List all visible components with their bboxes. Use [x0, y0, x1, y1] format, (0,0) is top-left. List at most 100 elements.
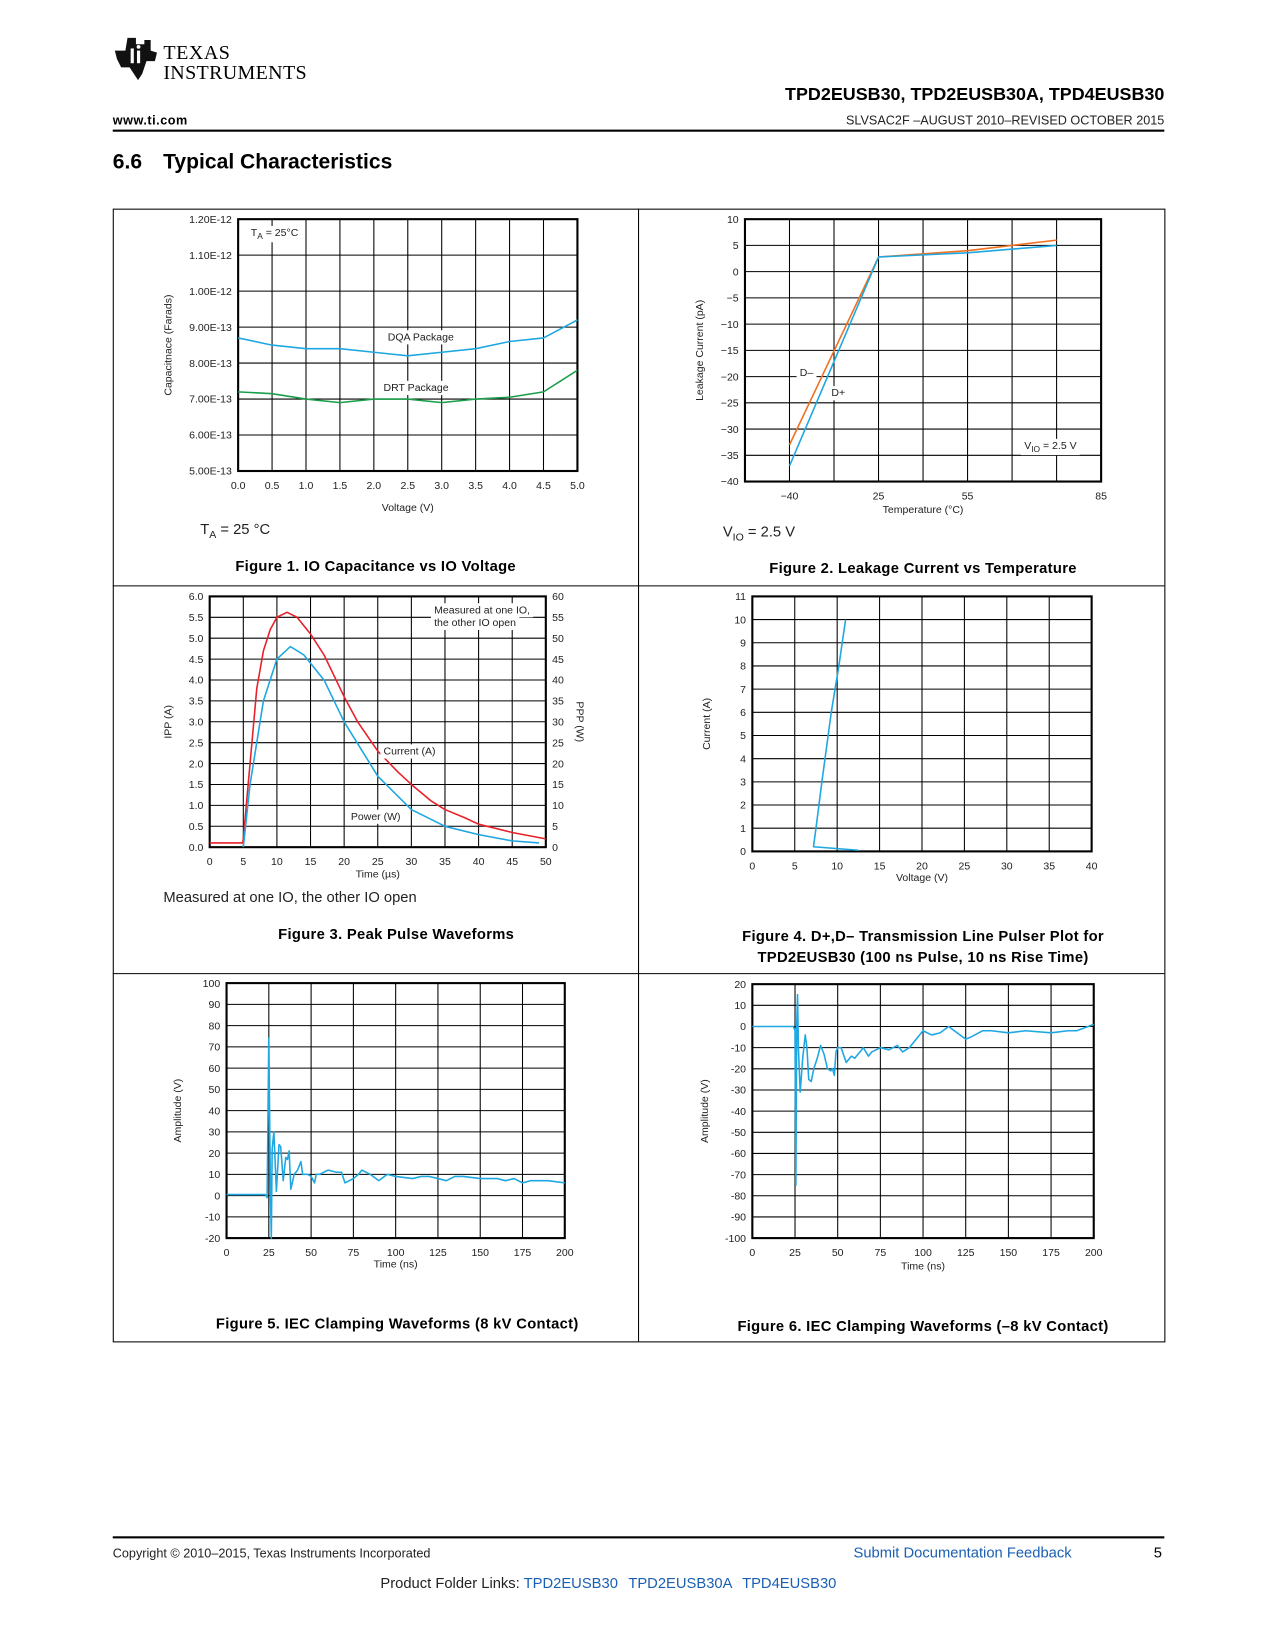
y2-tick-label: 35	[552, 696, 564, 708]
x-tick-label: 35	[1043, 860, 1055, 872]
y-tick-label: 0.0	[189, 842, 204, 854]
figure5-caption: Figure 5. IEC Clamping Waveforms (8 kV C…	[215, 1315, 579, 1332]
y-tick-label: -60	[731, 1148, 746, 1160]
y-tick-label: 9.00E-13	[189, 322, 232, 334]
annotation-background	[828, 386, 849, 401]
annotation-background	[430, 603, 534, 618]
y-axis-label: Amplitude (V)	[699, 1079, 711, 1143]
figure4-caption-line2: TPD2EUSB30 (100 ns Pulse, 10 ns Rise Tim…	[757, 948, 1089, 966]
website-link[interactable]: www.ti.com	[112, 112, 188, 128]
y2-tick-label: 25	[552, 737, 564, 749]
folder-link-tpd2eusb30a[interactable]: TPD2EUSB30A	[628, 1574, 732, 1592]
y-tick-label: −35	[721, 450, 739, 462]
y-tick-label: −25	[721, 398, 739, 410]
y-tick-label: 70	[209, 1042, 221, 1054]
x-tick-label: 15	[305, 856, 317, 868]
figure3-condition: Measured at one IO, the other IO open	[163, 888, 417, 906]
annotation-background	[380, 380, 452, 395]
y2-tick-label: 45	[552, 654, 564, 666]
y-tick-label: 0	[214, 1190, 220, 1202]
x-tick-label: 3.0	[434, 480, 449, 492]
x-tick-label: 0	[224, 1247, 230, 1259]
x-tick-label: 45	[506, 856, 518, 868]
y-tick-label: 5	[740, 730, 746, 742]
y-tick-label: 3.0	[189, 716, 204, 728]
folder-label: Product Folder Links:	[380, 1574, 520, 1592]
y-tick-label: 80	[209, 1020, 221, 1032]
x-tick-label: 20	[338, 856, 350, 868]
y-tick-label: 6.0	[189, 591, 204, 603]
folder-link-tpd4eusb30[interactable]: TPD4EUSB30	[742, 1574, 837, 1592]
plot-area	[225, 982, 566, 1240]
x-tick-label: 10	[831, 860, 843, 872]
x-tick-label: 0.0	[231, 480, 246, 492]
figure3-caption: Figure 3. Peak Pulse Waveforms	[278, 925, 515, 943]
y-tick-label: -50	[731, 1127, 746, 1139]
y2-tick-label: 60	[552, 591, 564, 603]
y-tick-label: 10	[209, 1169, 221, 1181]
figure-5-chart: 0 25 50 75 100 125 150 175 200 -20 -10 0 10 20 30 40 50 6…	[172, 978, 573, 1271]
series-line-1	[752, 993, 1095, 1186]
y-axis-label: Leakage Current (pA)	[694, 300, 706, 401]
section-number: 6.6	[112, 150, 143, 174]
x-tick-label: 5	[792, 860, 798, 872]
y-tick-label: -70	[731, 1169, 746, 1181]
x-tick-label: 50	[540, 856, 552, 868]
y-tick-label: -10	[731, 1042, 746, 1054]
x-tick-label: 200	[556, 1247, 574, 1259]
x-tick-label: 20	[916, 860, 928, 872]
x-tick-label: 55	[962, 490, 974, 502]
y-tick-label: 10	[734, 1000, 746, 1012]
annotation-label: Measured at one IO,	[434, 604, 530, 616]
x-tick-label: 50	[305, 1247, 317, 1259]
x-tick-label: 5.0	[570, 480, 585, 492]
y-tick-label: 90	[209, 999, 221, 1011]
y-tick-label: 4	[740, 753, 746, 765]
annotation-background	[796, 366, 817, 381]
y-tick-label: -40	[731, 1106, 746, 1118]
x-tick-label: 25	[372, 856, 384, 868]
y-tick-label: -10	[205, 1212, 220, 1224]
x-tick-label: 50	[832, 1247, 844, 1259]
y-tick-label: 11	[735, 591, 746, 603]
x-tick-label: 0	[749, 860, 755, 872]
submit-feedback-link[interactable]: Submit Documentation Feedback	[853, 1543, 1072, 1561]
x-tick-label: 75	[875, 1247, 887, 1259]
annotation-label: D+	[831, 387, 845, 399]
figure1-condition: TA = 25 °C	[200, 520, 271, 542]
y-tick-label: −20	[721, 371, 739, 383]
footer-rule	[112, 1536, 1165, 1539]
y-tick-label: −30	[721, 424, 739, 436]
y-tick-label: 0	[740, 1021, 746, 1033]
x-tick-label: 15	[874, 860, 886, 872]
y-tick-label: 3	[740, 777, 746, 789]
folder-link-tpd2eusb30[interactable]: TPD2EUSB30	[523, 1574, 618, 1592]
x-tick-label: 75	[348, 1247, 360, 1259]
product-folder-links: Product Folder Links: TPD2EUSB30 TPD2EUS…	[380, 1574, 836, 1591]
x-tick-label: 175	[1042, 1247, 1060, 1259]
x-tick-label: −40	[781, 490, 799, 502]
plot-area	[751, 983, 1095, 1240]
figure-6-chart: 0 25 50 75 100 125 150 175 200-100-90-80-70-60-5…	[699, 979, 1103, 1273]
y2-tick-label: 40	[552, 675, 564, 687]
figure-3-chart: 0 5 10 15 20 25 30 35 40 45 500.00.51.01.52.02.53.…	[163, 591, 586, 881]
y-axis-label: IPP (A)	[163, 705, 175, 739]
y-tick-label: 2.5	[189, 737, 204, 749]
y-tick-label: -100	[725, 1233, 746, 1245]
y-tick-label: 1.10E-12	[189, 250, 232, 262]
ti-emblem-icon	[114, 37, 158, 81]
y-tick-label: -20	[205, 1233, 220, 1245]
y-tick-label: 1.0	[189, 800, 204, 812]
y-tick-label: 6.00E-13	[189, 430, 232, 442]
y-tick-label: 9	[740, 637, 746, 649]
x-tick-label: 40	[1086, 860, 1098, 872]
y-tick-label: 30	[209, 1127, 221, 1139]
y-tick-label: 1.5	[189, 779, 204, 791]
y-tick-label: 2.0	[189, 758, 204, 770]
x-tick-label: 0.5	[265, 480, 280, 492]
y-axis-label: Capacitnace (Farads)	[163, 295, 175, 396]
y-tick-label: 60	[209, 1063, 221, 1075]
series-line-1	[209, 611, 546, 844]
x-axis-label: Temperature (°C)	[883, 504, 964, 516]
